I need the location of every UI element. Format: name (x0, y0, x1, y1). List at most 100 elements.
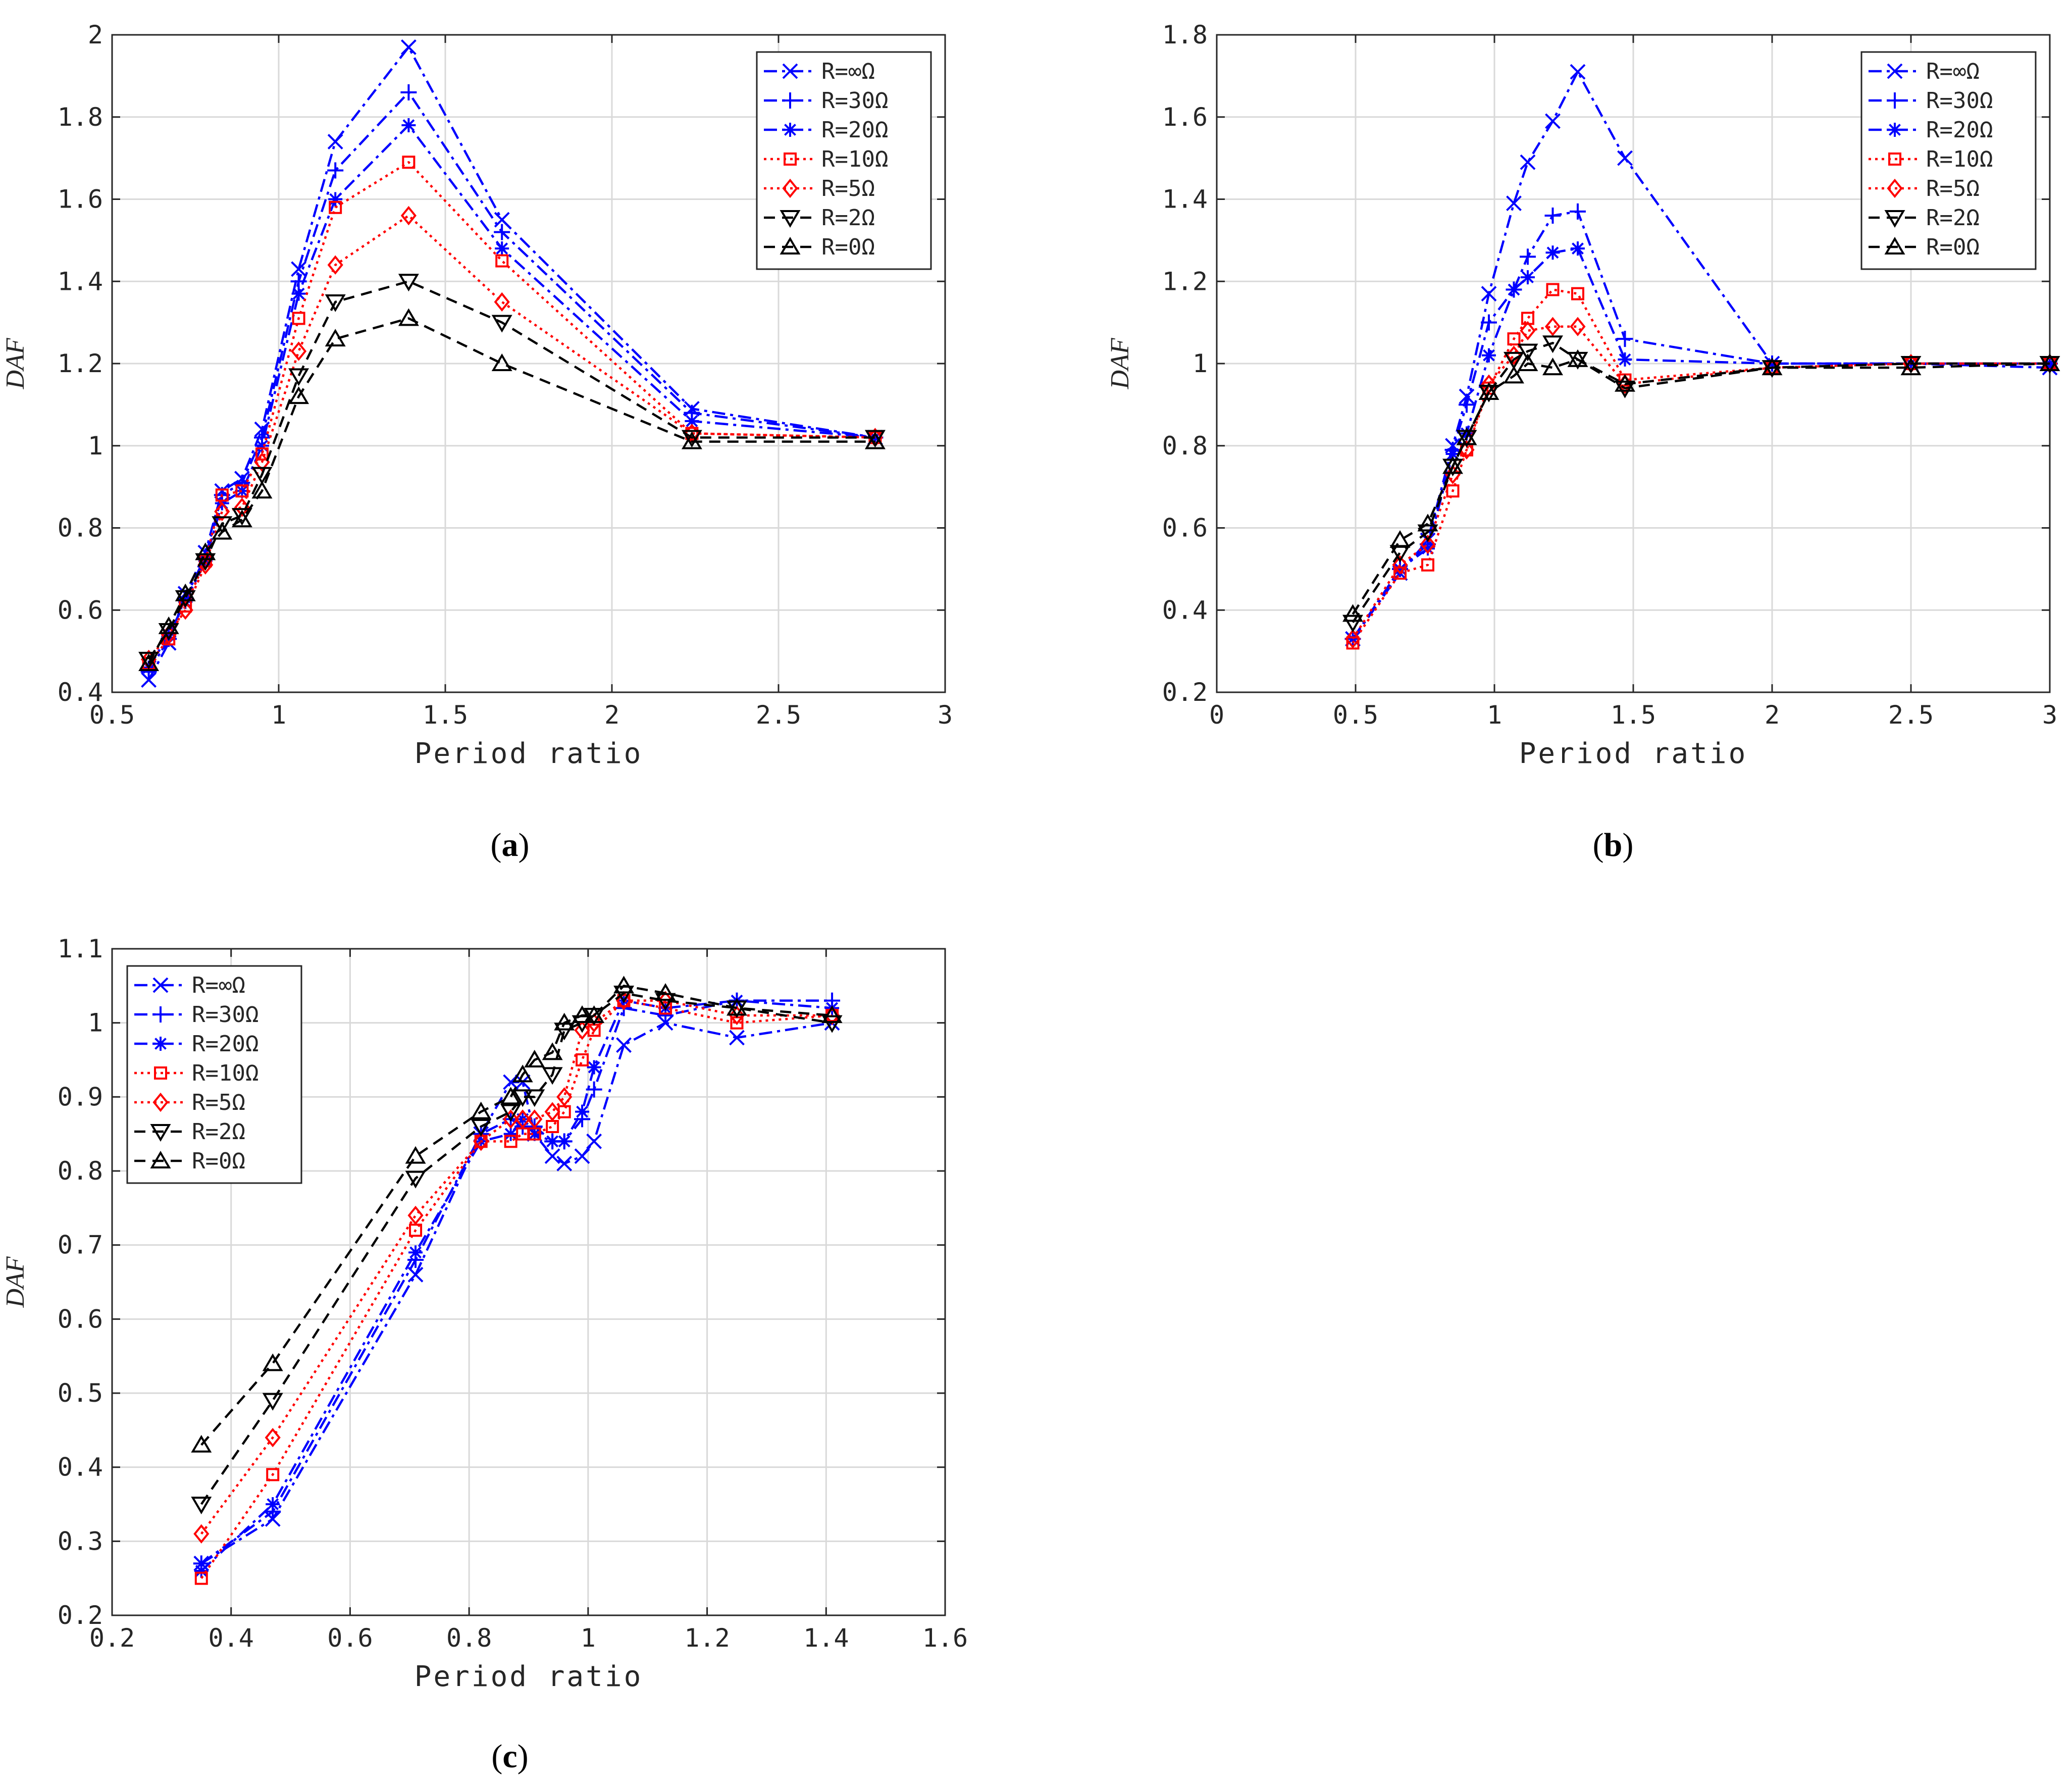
x-tick-label: 0 (1209, 700, 1224, 730)
x-tick-label: 0.8 (446, 1623, 492, 1653)
data-point (235, 484, 249, 498)
x-axis-label: Period ratio (1519, 737, 1748, 770)
y-tick-label: 0.4 (58, 678, 103, 707)
data-point (500, 1104, 522, 1122)
y-tick-label: 1 (88, 431, 103, 461)
data-point (400, 206, 417, 226)
data-point (1900, 358, 1922, 376)
data-point (1546, 283, 1560, 296)
data-point (405, 1146, 426, 1164)
data-point (524, 1089, 545, 1107)
data-point (407, 1205, 424, 1226)
y-tick-label: 0.9 (58, 1082, 103, 1111)
panel-label: (c) (491, 1738, 528, 1775)
data-point (727, 998, 747, 1016)
data-point (1542, 335, 1563, 353)
data-point (1507, 282, 1521, 297)
x-tick-label: 0.6 (327, 1623, 373, 1653)
data-point (215, 488, 229, 502)
data-point (471, 1119, 492, 1137)
data-point (265, 1427, 281, 1448)
data-point (586, 1081, 602, 1098)
data-point (1517, 353, 1538, 371)
data-point (545, 1134, 560, 1149)
data-point (288, 386, 309, 404)
legend-label: R=5Ω (821, 176, 875, 201)
data-point (1567, 349, 1588, 367)
x-tick-label: 1.2 (684, 1623, 730, 1653)
x-tick-label: 1.5 (423, 700, 468, 730)
data-point (681, 430, 702, 448)
data-point (512, 1089, 533, 1107)
y-tick-label: 1.6 (1162, 103, 1208, 132)
data-point (1344, 629, 1361, 649)
data-point (191, 1435, 212, 1453)
panel-label: (a) (491, 827, 530, 863)
data-point (587, 1060, 601, 1075)
data-point (613, 976, 635, 994)
data-point (398, 274, 419, 292)
series-line-3 (1352, 288, 2050, 644)
data-point (1421, 541, 1435, 556)
data-point (255, 447, 269, 461)
data-point (1420, 534, 1436, 554)
data-point (1520, 321, 1536, 341)
x-tick-label: 3 (938, 700, 953, 730)
data-point (500, 1087, 522, 1105)
data-point (1617, 331, 1633, 347)
data-point (408, 1245, 423, 1260)
data-point (514, 1109, 531, 1129)
data-point (655, 983, 676, 1001)
data-point (1506, 195, 1522, 212)
data-point (616, 1037, 632, 1053)
y-tick-label: 0.6 (58, 595, 103, 625)
data-point (1459, 396, 1475, 413)
data-point (291, 341, 307, 361)
y-tick-label: 0.8 (58, 514, 103, 543)
data-point (231, 509, 252, 528)
data-point (266, 1468, 280, 1482)
y-tick-label: 1.8 (58, 103, 103, 132)
data-point (398, 308, 419, 326)
y-tick-label: 1 (1193, 349, 1208, 378)
data-point (584, 1005, 605, 1023)
data-point (162, 628, 176, 642)
legend-marker (152, 1092, 169, 1112)
legend-marker (782, 178, 798, 198)
data-point (194, 1571, 208, 1585)
data-point (235, 484, 249, 498)
y-axis-label: DAF (1, 337, 30, 389)
data-point (1618, 352, 1632, 367)
data-point (327, 255, 343, 275)
data-point (495, 254, 509, 268)
data-point (1442, 456, 1463, 474)
x-tick-label: 1.4 (803, 1623, 849, 1653)
data-point (327, 162, 344, 179)
data-point (503, 1109, 519, 1129)
data-point (2039, 353, 2060, 371)
x-tick-label: 1 (581, 1623, 596, 1653)
legend-marker (784, 152, 797, 166)
y-tick-label: 0.6 (58, 1304, 103, 1334)
data-point (212, 522, 233, 540)
x-tick-label: 1 (271, 700, 286, 730)
data-point (821, 1005, 843, 1023)
y-tick-label: 0.4 (1162, 595, 1208, 625)
data-point (1762, 358, 1783, 376)
data-point (1571, 287, 1584, 300)
x-tick-label: 2 (604, 700, 619, 730)
legend-label: R=10Ω (1926, 146, 1993, 172)
data-point (542, 1067, 563, 1085)
data-point (574, 1148, 590, 1164)
data-point (1570, 317, 1586, 336)
data-point (194, 1564, 209, 1578)
data-point (1393, 561, 1407, 576)
y-tick-label: 1.8 (1162, 20, 1208, 49)
series-line-1 (200, 999, 833, 1565)
series-line-3 (200, 999, 833, 1579)
data-point (544, 1102, 560, 1121)
legend-label: R=5Ω (1926, 176, 1980, 201)
data-point (175, 583, 196, 601)
data-point (327, 134, 343, 149)
data-point (400, 39, 417, 55)
